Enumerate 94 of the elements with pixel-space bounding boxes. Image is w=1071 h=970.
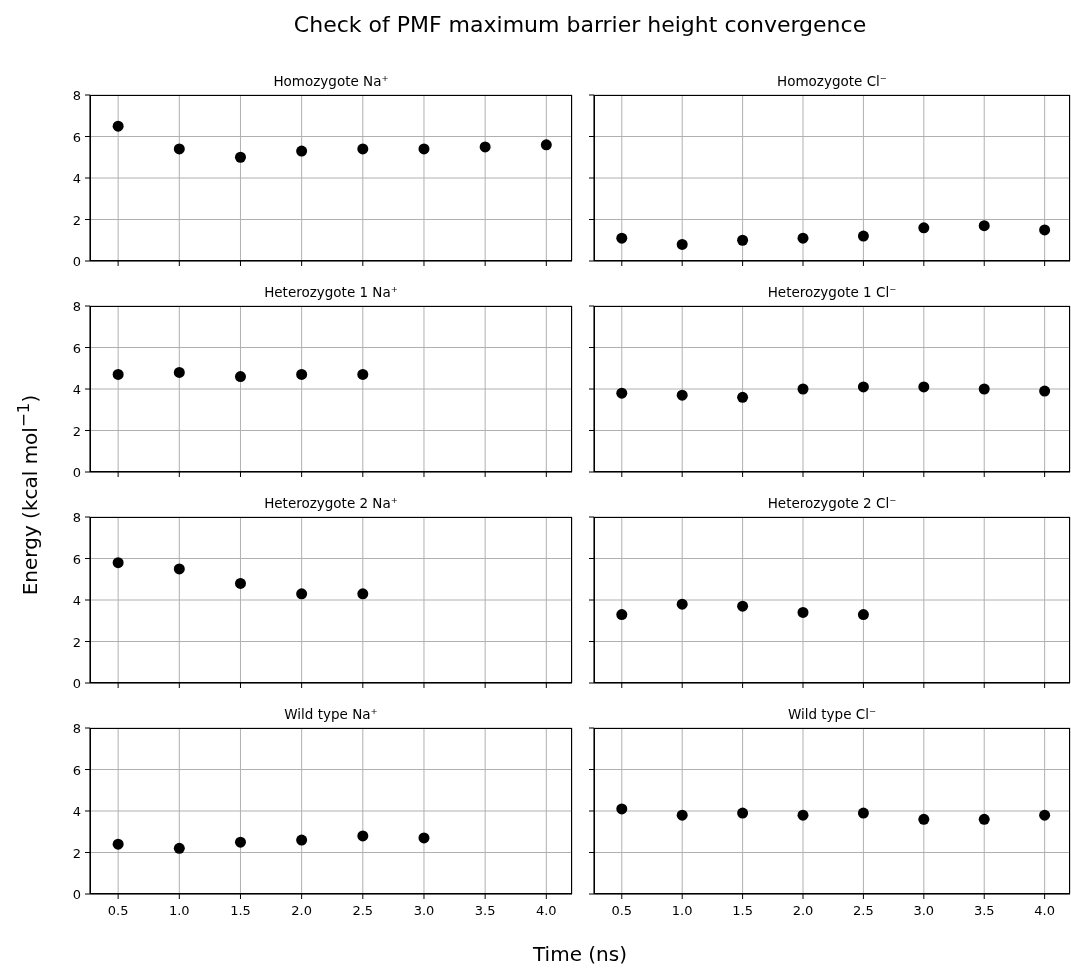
- point: [1039, 809, 1051, 821]
- point: [857, 807, 869, 819]
- text: Check of PMF maximum barrier height convergence: [292, 12, 868, 37]
- point: [918, 222, 930, 234]
- point: [112, 838, 124, 850]
- y-tick-label: 2: [72, 845, 81, 861]
- y-tick-label: 2: [72, 212, 81, 228]
- point: [418, 143, 430, 155]
- point: [978, 813, 990, 825]
- y-tick-label: 8: [72, 510, 81, 525]
- y-tick-label: 0: [72, 465, 81, 480]
- y-tick-label: 8: [72, 299, 81, 314]
- point: [797, 809, 809, 821]
- point: [173, 842, 185, 854]
- point: [296, 588, 308, 600]
- y-tick-label: 6: [72, 340, 81, 356]
- y-tick-label: 4: [72, 593, 81, 608]
- chart-title: Heterozygote 2 Cl⁻: [766, 495, 898, 513]
- y-tick-label: 0: [72, 887, 81, 902]
- point: [296, 834, 308, 846]
- point: [479, 141, 491, 153]
- y-tick-label: 6: [72, 762, 81, 778]
- x-tick-label: 3.5: [973, 903, 995, 918]
- chart-title: Heterozygote 1 Cl⁻: [766, 284, 898, 302]
- y-tick-label: 6: [72, 129, 81, 145]
- x-tick-label: 2.0: [291, 903, 312, 918]
- chart-title: Wild type Na⁺: [283, 706, 379, 724]
- x-tick-label: 4.0: [1034, 903, 1055, 918]
- point: [616, 232, 628, 244]
- point: [173, 143, 185, 155]
- point: [234, 577, 246, 589]
- y-tick-label: 4: [72, 804, 81, 819]
- x-tick-label: 3.5: [474, 903, 496, 918]
- x-tick-label: 1.5: [732, 903, 753, 918]
- point: [1039, 385, 1051, 397]
- point: [616, 803, 628, 815]
- point: [978, 383, 990, 395]
- point: [418, 832, 430, 844]
- point: [737, 600, 749, 612]
- point: [797, 232, 809, 244]
- x-tick-label: 0.5: [107, 903, 129, 918]
- point: [857, 230, 869, 242]
- point: [737, 234, 749, 246]
- point: [737, 391, 749, 403]
- x-tick-label: 1.0: [671, 903, 693, 918]
- point: [797, 606, 809, 618]
- chart-title: Homozygote Na⁺: [272, 73, 390, 91]
- point: [173, 563, 185, 575]
- y-tick-label: 8: [72, 88, 81, 103]
- x-tick-label: 4.0: [535, 903, 557, 918]
- point: [616, 387, 628, 399]
- y-tick-label: 8: [72, 721, 81, 736]
- point: [234, 151, 246, 163]
- x-tick-label: 1.0: [168, 903, 190, 918]
- point: [296, 145, 308, 157]
- y-tick-label: 0: [72, 676, 81, 691]
- text: Time (ns): [532, 942, 628, 966]
- point: [737, 807, 749, 819]
- y-tick-label: 2: [72, 423, 81, 439]
- y-tick-label: 0: [72, 254, 81, 269]
- chart-title: Heterozygote 2 Na⁺: [263, 495, 399, 513]
- y-tick-label: 2: [72, 634, 81, 650]
- y-tick-label: 6: [72, 551, 81, 567]
- chart-title: Heterozygote 1 Na⁺: [263, 284, 399, 302]
- point: [676, 598, 688, 610]
- point: [978, 220, 990, 232]
- x-tick-label: 2.5: [352, 903, 374, 918]
- y-tick-label: 4: [72, 171, 81, 186]
- point: [357, 830, 369, 842]
- point: [918, 381, 930, 393]
- x-tick-label: 2.0: [792, 903, 814, 918]
- point: [918, 813, 930, 825]
- y-tick-label: 4: [72, 382, 81, 397]
- point: [234, 836, 246, 848]
- point: [112, 557, 124, 569]
- x-tick-label: 3.0: [413, 903, 435, 918]
- x-tick-label: 1.5: [230, 903, 251, 918]
- x-tick-label: 3.0: [913, 903, 935, 918]
- x-tick-label: 0.5: [611, 903, 633, 918]
- point: [540, 139, 552, 151]
- point: [857, 381, 869, 393]
- x-tick-label: 2.5: [853, 903, 874, 918]
- point: [797, 383, 809, 395]
- point: [676, 238, 688, 250]
- point: [357, 143, 369, 155]
- chart-title: Homozygote Cl⁻: [776, 73, 888, 91]
- point: [616, 609, 628, 621]
- point: [676, 809, 688, 821]
- point: [676, 389, 688, 401]
- chart-title: Wild type Cl⁻: [786, 706, 878, 724]
- point: [357, 588, 369, 600]
- point: [1039, 224, 1051, 236]
- point: [112, 120, 124, 132]
- point: [857, 609, 869, 621]
